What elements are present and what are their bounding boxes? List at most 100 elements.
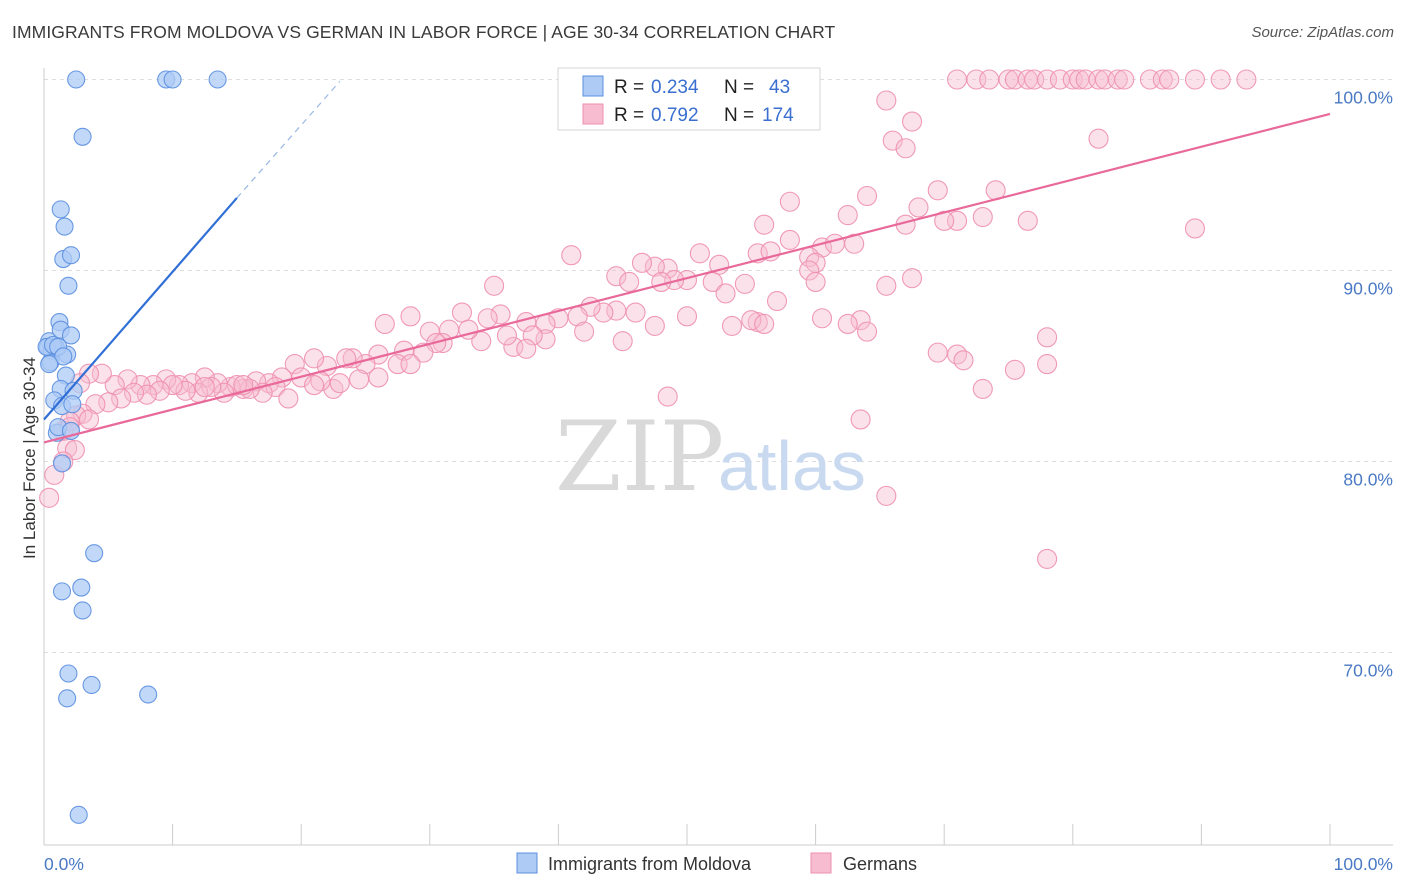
germans-point [451,302,473,323]
germans-point [149,380,170,401]
germans-point [734,273,755,294]
legend-n-label-2: N = [724,105,754,126]
germans-point [657,258,678,279]
germans-point [156,369,177,390]
moldova-points [37,70,227,824]
germans-point [561,245,582,266]
bottom-legend-germans: Germans [843,854,917,874]
germans-point [329,373,350,394]
x-tick-label: 100.0% [1334,854,1393,874]
moldova-point [72,578,91,597]
legend-r-label-1: R = [614,77,644,98]
germans-point [1004,359,1025,380]
germans-point [117,369,138,390]
germans-point [226,375,247,396]
germans-point [593,302,614,323]
germans-point [39,487,60,508]
germans-point [1184,69,1206,90]
germans-point [503,336,524,357]
moldova-trend-extension [236,81,341,199]
moldova-point [139,685,158,704]
legend-r-value-1: 0.234 [651,77,699,98]
moldova-point [51,200,70,219]
germans-point [490,304,511,325]
germans-point [123,382,145,403]
germans-point [484,275,505,296]
germans-point [304,375,325,396]
germans-point [779,191,800,212]
moldova-point [59,664,78,683]
germans-point [1037,327,1058,348]
germans-point [168,375,190,396]
germans-point [1236,69,1257,90]
germans-point [799,260,820,281]
legend-n-value-1: 43 [769,77,790,98]
x-tick-labels: 0.0% 100.0% [44,854,1393,874]
y-tick-label: 90.0% [1343,279,1393,299]
germans-point [535,329,556,350]
moldova-point [85,544,104,563]
moldova-point [82,675,101,695]
germans-point [837,313,858,335]
germans-point [895,138,916,159]
germans-point [136,384,157,405]
germans-point [1037,548,1058,569]
watermark-zip: ZIP [555,401,724,513]
germans-point [850,310,871,331]
moldova-point [52,582,72,601]
germans-point [901,111,923,132]
germans-point [927,180,948,201]
germans-point [1159,69,1180,90]
germans-point [811,308,833,329]
germans-point [715,283,736,304]
germans-point [1017,210,1038,231]
legend-swatch-germans [582,103,604,125]
legend-swatch-moldova [582,75,604,97]
moldova-point [54,347,73,366]
germans-point [908,197,929,218]
germans-point [323,378,344,399]
moldova-point [52,454,72,473]
moldova-point [163,70,182,89]
germans-point [657,386,678,407]
germans-point [850,409,871,430]
germans-point [824,233,845,254]
germans-point [574,321,595,342]
germans-point [619,271,640,293]
germans-point [522,325,543,346]
germans-point [876,90,897,111]
germans-point [766,291,788,312]
germans-point [972,378,993,399]
bottom-legend-moldova: Immigrants from Moldova [548,854,752,874]
y-tick-label: 100.0% [1334,88,1393,108]
moldova-point [73,601,92,620]
germans-point [374,313,395,335]
germans-point [162,375,183,396]
germans-point [947,344,968,365]
germans-point [689,243,710,264]
germans-point [1184,218,1206,239]
germans-point [876,275,897,296]
germans-point [419,321,440,342]
germans-point [201,376,222,398]
germans-point [927,342,948,363]
moldova-point [67,70,86,89]
grid-lines [44,79,1393,653]
germans-point [882,130,903,151]
germans-point [496,325,518,346]
germans-trend-line [43,112,1331,444]
germans-point [78,409,100,430]
top-legend: R = 0.234 N = 43 R = 0.792 N = 174 [557,67,821,131]
germans-point [98,392,119,413]
trend-lines [43,81,1331,444]
germans-point [278,388,299,409]
bottom-swatch-germans [810,852,832,874]
moldova-point [55,217,74,236]
germans-point [349,369,370,390]
germans-point [477,308,498,329]
germans-point [1152,69,1173,90]
axes [43,68,1393,846]
moldova-point [69,805,88,824]
germans-point [754,214,775,235]
legend-n-value-2: 174 [762,105,794,126]
